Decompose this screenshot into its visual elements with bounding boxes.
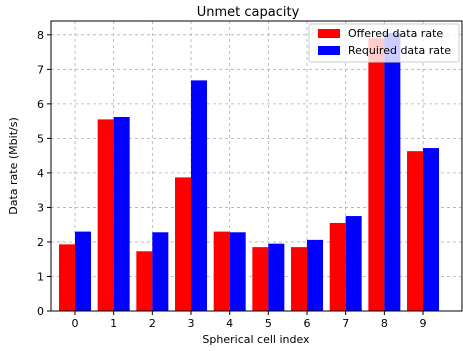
bar-required-3	[191, 80, 208, 311]
legend-swatch-offered	[318, 29, 340, 38]
y-tick-label: 3	[37, 201, 44, 214]
bar-offered-7	[329, 222, 346, 311]
bar-required-0	[75, 231, 91, 311]
y-tick-label: 4	[37, 167, 44, 180]
x-tick-label: 9	[420, 317, 427, 330]
x-tick-label: 8	[381, 317, 388, 330]
y-tick-label: 1	[37, 270, 44, 283]
bar-required-2	[152, 232, 169, 311]
bar-offered-3	[175, 177, 192, 311]
legend-swatch-required	[318, 46, 340, 55]
bar-offered-2	[136, 251, 153, 311]
bar-offered-5	[252, 247, 269, 311]
y-tick-label: 5	[37, 132, 44, 145]
x-tick-label: 4	[226, 317, 233, 330]
x-tick-label: 7	[342, 317, 349, 330]
bar-required-7	[345, 216, 362, 311]
x-tick-label: 2	[149, 317, 156, 330]
y-tick-label: 2	[37, 236, 44, 249]
x-tick-label: 0	[72, 317, 79, 330]
bar-offered-8	[368, 38, 385, 312]
bar-offered-9	[407, 151, 424, 311]
x-tick-label: 3	[188, 317, 195, 330]
bars	[59, 33, 440, 312]
x-axis: 0 1 2 3 4 5 6 7 8 9	[72, 311, 427, 330]
bar-required-4	[229, 232, 246, 311]
bar-required-5	[268, 243, 285, 311]
legend-box	[308, 23, 460, 63]
bar-required-1	[113, 116, 130, 311]
y-axis: 0 1 2 3 4 5 6 7 8	[37, 29, 51, 318]
bar-required-8	[384, 33, 401, 311]
bar-required-6	[307, 239, 324, 311]
x-tick-label: 5	[265, 317, 272, 330]
y-tick-label: 8	[37, 29, 44, 42]
x-tick-label: 6	[304, 317, 311, 330]
y-axis-label: Data rate (Mbit/s)	[7, 117, 20, 214]
legend-label-offered: Offered data rate	[348, 27, 443, 40]
plot-frame	[50, 20, 463, 312]
y-tick-label: 0	[37, 305, 44, 318]
y-tick-label: 7	[37, 63, 44, 76]
bar-required-9	[423, 148, 440, 311]
legend-label-required: Required data rate	[348, 44, 451, 57]
bar-offered-0	[59, 244, 75, 311]
legend: Offered data rate Required data rate	[308, 23, 460, 63]
bar-offered-1	[97, 119, 114, 312]
x-tick-label: 1	[110, 317, 117, 330]
chart-title: Unmet capacity	[197, 5, 300, 20]
y-tick-label: 6	[37, 98, 44, 111]
bar-offered-6	[291, 247, 308, 311]
x-axis-label: Spherical cell index	[202, 333, 310, 346]
bar-offered-4	[213, 231, 230, 311]
